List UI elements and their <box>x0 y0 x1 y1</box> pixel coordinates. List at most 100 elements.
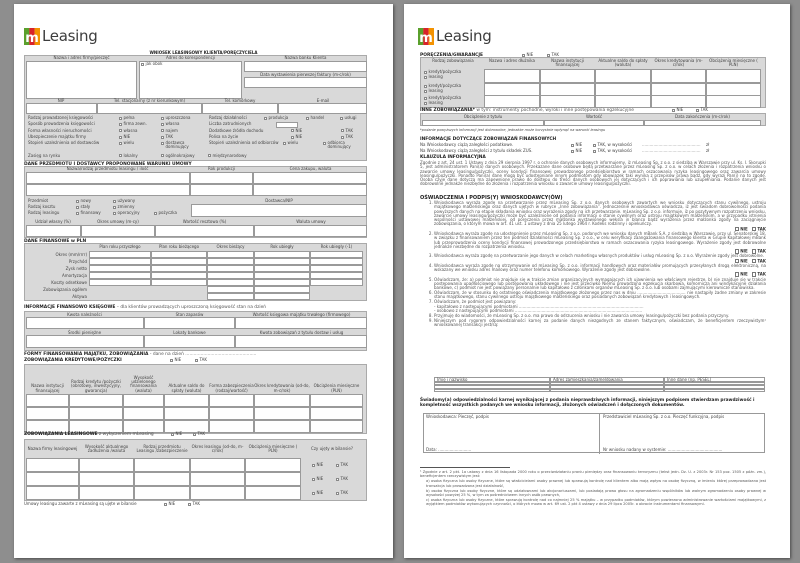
option-choice-checkbox[interactable] <box>119 122 122 126</box>
financial-cell[interactable] <box>207 258 254 265</box>
option-choice-checkbox[interactable] <box>154 211 157 215</box>
credit-cell[interactable] <box>164 420 209 433</box>
beneficiary-cell[interactable] <box>664 381 765 385</box>
guarantee-cell[interactable] <box>706 69 761 83</box>
financial-cell[interactable] <box>254 258 310 265</box>
financial-cell[interactable] <box>151 258 207 265</box>
credit-cell[interactable] <box>254 420 310 433</box>
option-choice-checkbox[interactable] <box>161 129 164 133</box>
bank-name-input[interactable] <box>244 60 367 72</box>
beneficiary-cell[interactable] <box>434 388 550 392</box>
beneficiary-cell[interactable] <box>664 385 765 389</box>
financial-cell[interactable] <box>310 279 363 286</box>
guarantee-cell[interactable] <box>706 95 761 108</box>
option-choice-checkbox[interactable] <box>264 116 267 120</box>
terms-input[interactable] <box>254 225 367 237</box>
financial-cell[interactable] <box>310 258 363 265</box>
option-choice-checkbox[interactable] <box>119 116 122 120</box>
subject-input[interactable] <box>253 184 367 196</box>
guarantee-cell[interactable] <box>651 69 706 83</box>
accounting-input[interactable] <box>235 335 367 348</box>
subject-input[interactable] <box>190 184 253 196</box>
option-choice-checkbox[interactable] <box>306 116 309 120</box>
terms-input[interactable] <box>81 225 155 237</box>
credit-cell[interactable] <box>69 420 123 433</box>
other-cell[interactable] <box>422 119 544 126</box>
contact-input[interactable] <box>278 103 367 114</box>
subject-input[interactable] <box>190 171 253 184</box>
other-cell[interactable] <box>644 119 761 126</box>
option-choice-checkbox[interactable] <box>161 116 164 120</box>
guarantee-cell[interactable] <box>484 95 540 108</box>
financial-cell[interactable] <box>254 272 310 279</box>
financial-cell[interactable] <box>254 293 310 300</box>
leasing-cell[interactable] <box>26 458 79 472</box>
first-invoice-date-input[interactable] <box>244 77 367 88</box>
credit-cell[interactable] <box>26 407 69 420</box>
contact-input[interactable] <box>26 103 97 114</box>
date-blank[interactable]: ........................................… <box>183 352 257 357</box>
in-balance-yes-checkbox[interactable] <box>336 477 339 481</box>
option-choice-checkbox[interactable] <box>76 205 79 209</box>
credit-cell[interactable] <box>69 394 123 407</box>
other-yes-checkbox[interactable] <box>696 108 699 112</box>
credit-cell[interactable] <box>209 407 254 420</box>
balance-yes-checkbox[interactable] <box>188 502 191 506</box>
guarantee-cell[interactable] <box>540 69 595 83</box>
option-choice-checkbox[interactable] <box>161 122 164 126</box>
financial-cell[interactable] <box>310 265 363 272</box>
beneficiary-cell[interactable] <box>434 385 550 389</box>
in-balance-no-checkbox[interactable] <box>312 477 315 481</box>
leasing-cell[interactable] <box>190 486 245 500</box>
other-no-checkbox[interactable] <box>672 108 675 112</box>
option-choice-checkbox[interactable] <box>291 129 294 133</box>
accounting-input[interactable] <box>26 317 144 329</box>
financial-cell[interactable] <box>254 265 310 272</box>
credit-cell[interactable] <box>164 407 209 420</box>
in-balance-yes-checkbox[interactable] <box>336 463 339 467</box>
in-balance-no-checkbox[interactable] <box>312 463 315 467</box>
guarantee-cell[interactable] <box>484 69 540 83</box>
type-credit-checkbox[interactable] <box>424 84 427 88</box>
leasing-cell[interactable] <box>134 472 190 486</box>
subject-input[interactable] <box>26 184 190 196</box>
financial-cell[interactable] <box>89 279 151 286</box>
in-balance-yes-checkbox[interactable] <box>336 491 339 495</box>
leasing-cell[interactable] <box>26 472 79 486</box>
credit-cell[interactable] <box>310 407 363 420</box>
credit-cell[interactable] <box>254 394 310 407</box>
financial-cell[interactable] <box>89 272 151 279</box>
subject-input[interactable] <box>253 171 367 184</box>
financial-cell[interactable] <box>254 251 310 258</box>
option-choice-checkbox[interactable] <box>119 135 122 139</box>
beneficiary-cell[interactable] <box>550 381 664 385</box>
option-choice-checkbox[interactable] <box>161 135 164 139</box>
beneficiary-cell[interactable] <box>550 388 664 392</box>
credit-cell[interactable] <box>164 394 209 407</box>
company-name-address-input[interactable] <box>26 60 137 99</box>
leasing-cell[interactable] <box>79 486 134 500</box>
leasing-cell[interactable] <box>26 486 79 500</box>
accounting-input[interactable] <box>144 317 235 329</box>
arrears-no-checkbox[interactable] <box>571 143 574 147</box>
in-balance-no-checkbox[interactable] <box>312 491 315 495</box>
financial-cell[interactable] <box>151 265 207 272</box>
accounting-input[interactable] <box>26 335 144 348</box>
employee-count-input[interactable] <box>276 122 298 129</box>
terms-input[interactable] <box>155 225 254 237</box>
arrears-yes-checkbox[interactable] <box>593 149 596 153</box>
leasing-cell[interactable] <box>245 486 301 500</box>
option-choice-checkbox[interactable] <box>291 135 294 139</box>
financial-cell[interactable] <box>310 251 363 258</box>
leasing-cell[interactable] <box>190 458 245 472</box>
credit-cell[interactable] <box>310 420 363 433</box>
terms-input[interactable] <box>26 225 81 237</box>
credit-cell[interactable] <box>209 394 254 407</box>
financial-cell[interactable] <box>254 286 310 293</box>
leasing-no-checkbox[interactable] <box>171 432 174 436</box>
option-choice-checkbox[interactable] <box>119 129 122 133</box>
credit-cell[interactable] <box>26 420 69 433</box>
option-choice-checkbox[interactable] <box>76 199 79 203</box>
leasing-cell[interactable] <box>134 458 190 472</box>
option-choice-checkbox[interactable] <box>341 129 344 133</box>
